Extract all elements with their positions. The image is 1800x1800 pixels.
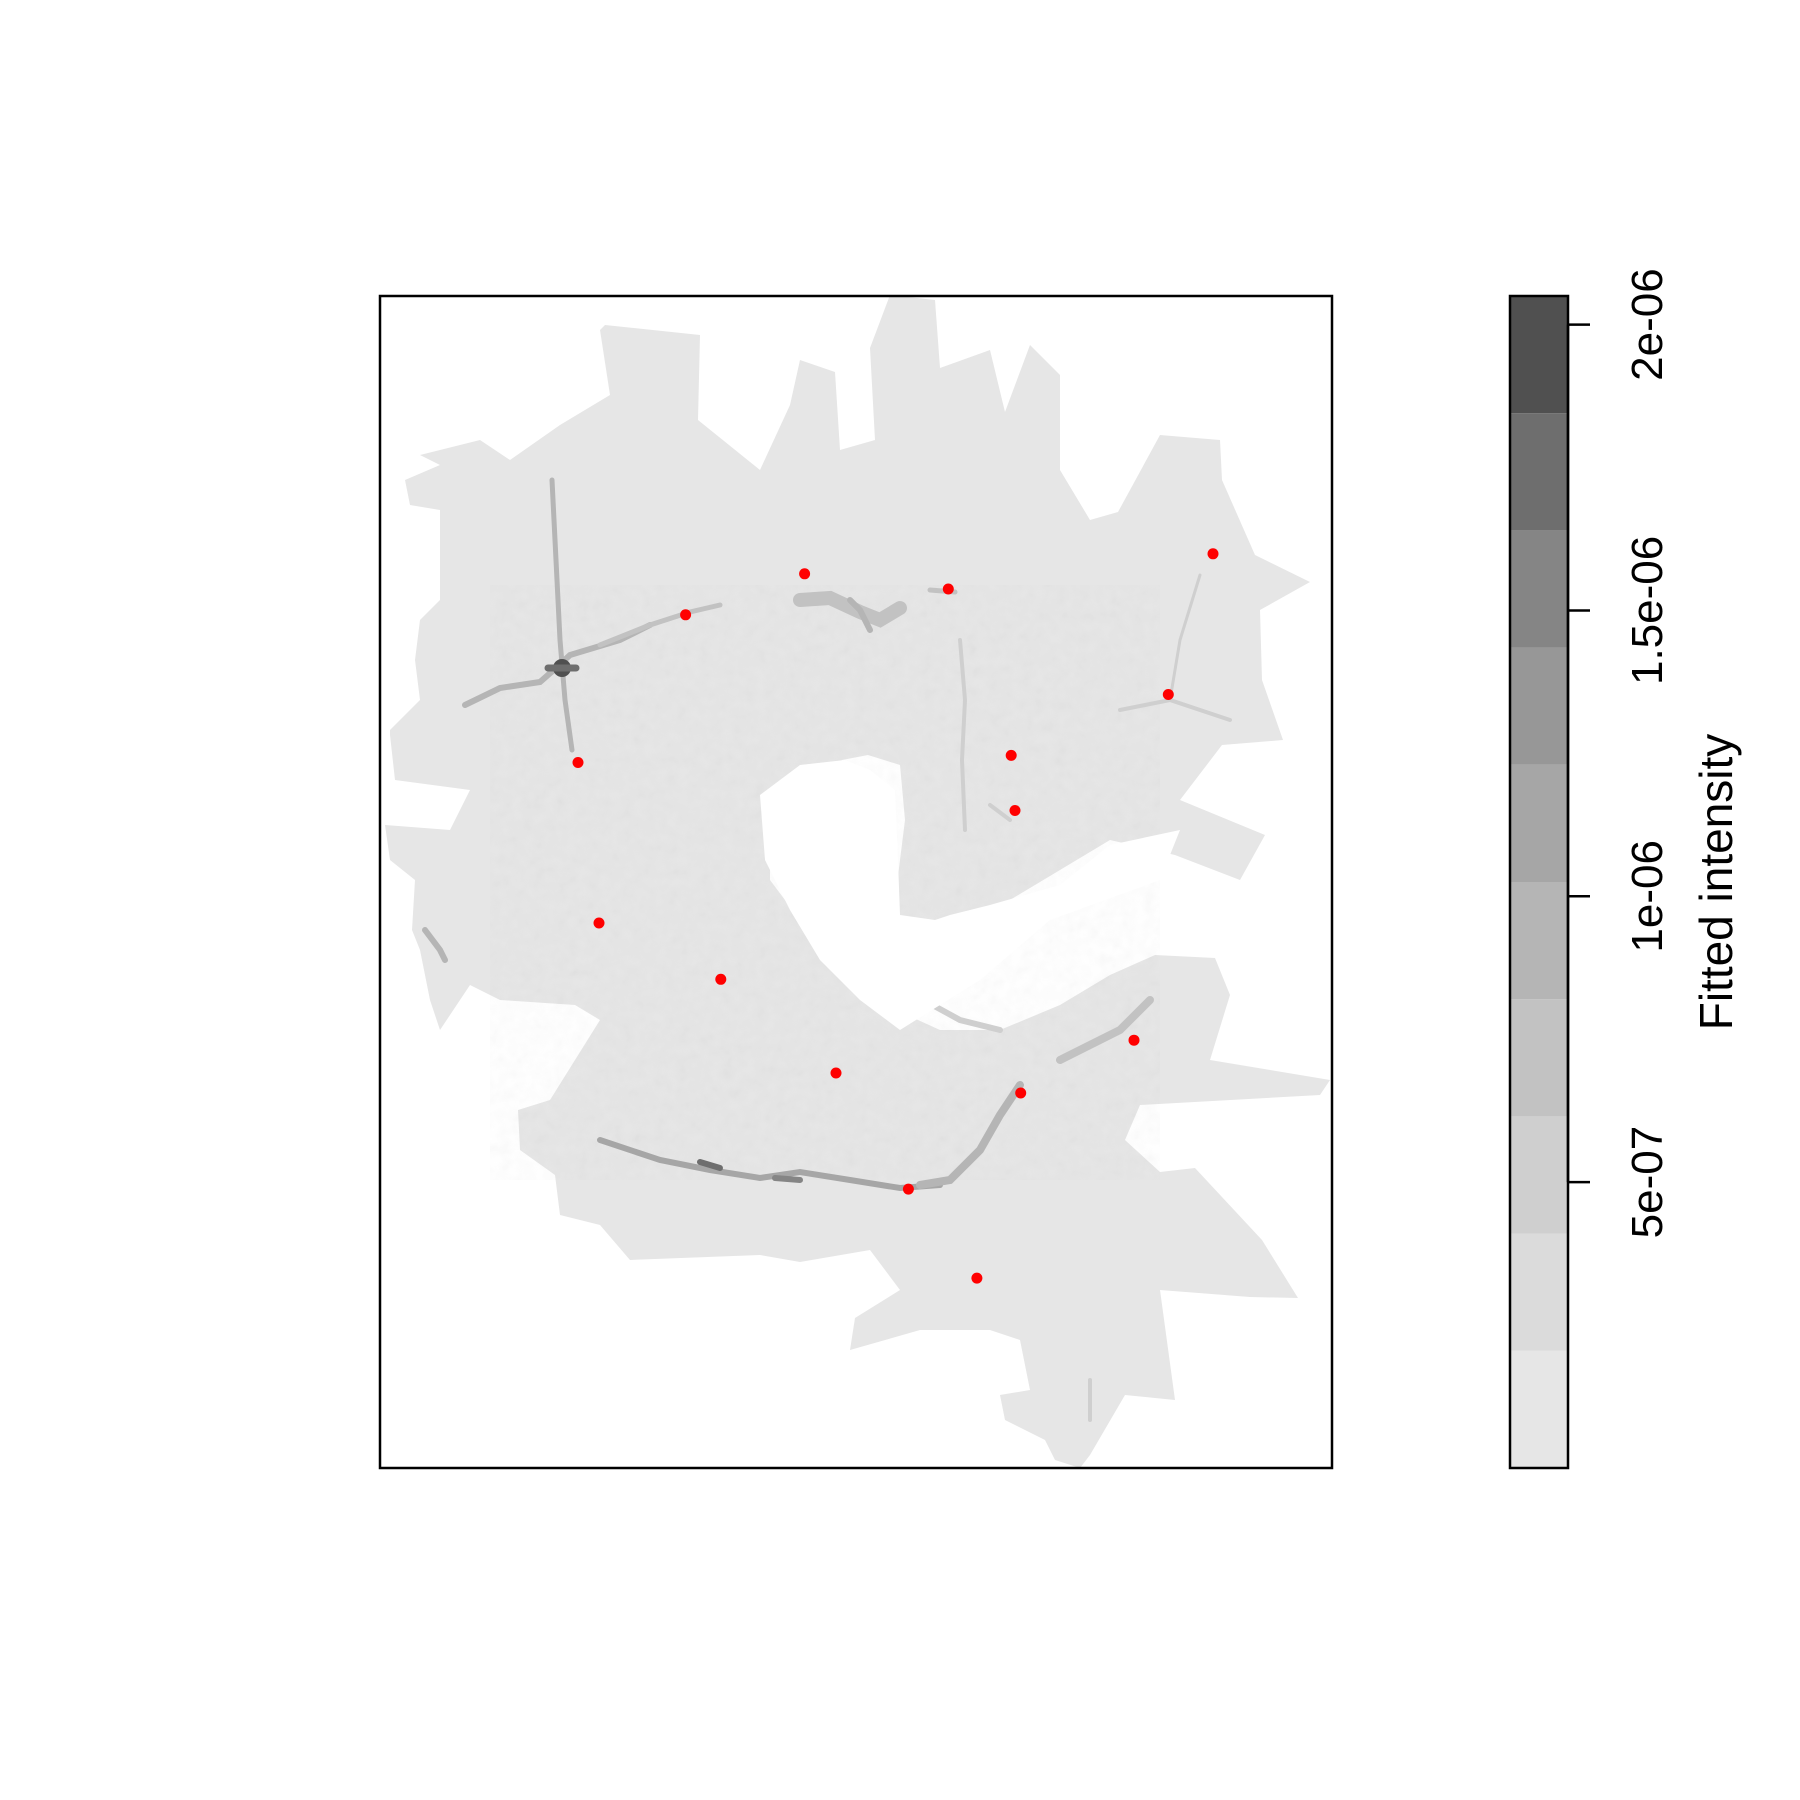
data-point-8: [1009, 805, 1021, 816]
colorbar-level-10: [1510, 296, 1568, 414]
colorbar-level-1: [1510, 1350, 1568, 1468]
data-point-4: [1207, 548, 1219, 560]
colorbar-level-2: [1510, 1233, 1568, 1351]
colorbar-tick-label-4: 2e-06: [1623, 268, 1672, 381]
data-point-5: [572, 757, 584, 768]
colorbar-level-3: [1510, 1116, 1568, 1234]
data-point-12: [1128, 1034, 1140, 1046]
window-hole: [760, 760, 1180, 1030]
data-point-3: [680, 609, 692, 621]
colorbar-tick-label-3: 1.5e-06: [1623, 536, 1672, 685]
data-points: [572, 548, 1219, 1284]
data-point-10: [715, 973, 727, 985]
colorbar-level-5: [1510, 882, 1568, 1000]
colorbar-level-6: [1510, 764, 1568, 882]
plot-frame: [378, 294, 1334, 1470]
data-point-15: [971, 1272, 983, 1284]
plot-panel: [385, 296, 1330, 1468]
colorbar: [1508, 294, 1570, 1470]
data-point-1: [799, 568, 811, 580]
data-point-6: [1162, 689, 1174, 700]
colorbar-tick-label-1: 5e-07: [1623, 1126, 1672, 1239]
colorbar-level-4: [1510, 999, 1568, 1117]
data-point-11: [830, 1067, 842, 1079]
data-point-13: [1015, 1087, 1027, 1099]
colorbar-level-8: [1510, 530, 1568, 648]
data-point-7: [1005, 749, 1017, 761]
window-region: [385, 296, 1330, 1468]
intensity-highlights: [422, 477, 1232, 1422]
colorbar-level-7: [1510, 647, 1568, 765]
colorbar-level-9: [1510, 413, 1568, 531]
colorbar-title: Fitted intensity: [1690, 734, 1742, 1031]
data-point-9: [593, 917, 605, 929]
data-point-2: [942, 583, 954, 595]
data-point-14: [902, 1183, 914, 1195]
colorbar-axis: 5e-07 1e-06 1.5e-06 2e-06: [1566, 268, 1672, 1239]
colorbar-tick-label-2: 1e-06: [1623, 840, 1672, 953]
window-region-texture: [490, 585, 1160, 1180]
